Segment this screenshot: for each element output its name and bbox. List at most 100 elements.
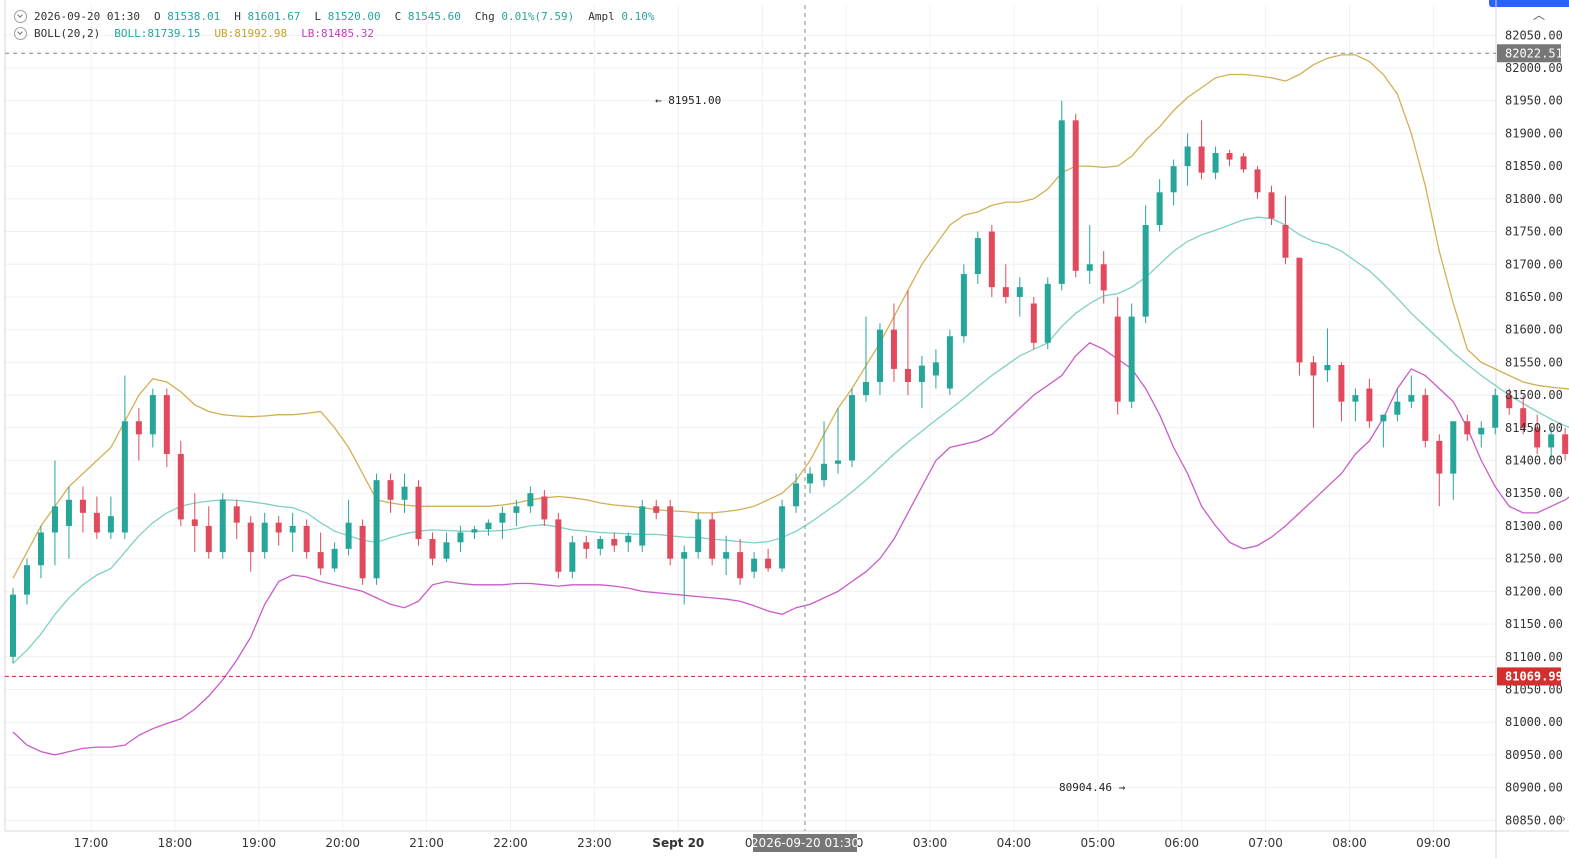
candle-body: [1114, 316, 1121, 402]
candle-body: [149, 395, 156, 435]
candle-body: [1380, 414, 1387, 422]
candle-body: [1254, 169, 1261, 193]
candle-body: [555, 519, 562, 572]
boll-lb-value: LB:81485.32: [301, 27, 375, 40]
candle-body: [219, 499, 226, 553]
price-tick-label: 81300.00: [1505, 519, 1563, 533]
time-tick-label: 20:00: [325, 836, 360, 850]
candle-body: [177, 453, 184, 520]
candle-body: [1562, 434, 1569, 454]
candle-body: [611, 539, 618, 546]
candle-body: [890, 329, 897, 369]
candle-body: [1464, 421, 1471, 435]
candle-body: [793, 483, 800, 507]
candle-body: [1310, 362, 1317, 376]
price-tick-label: 81800.00: [1505, 192, 1563, 206]
candle-body: [1226, 153, 1233, 160]
time-tick-label: 22:00: [493, 836, 528, 850]
candle-body: [1492, 395, 1499, 428]
boll-mid-value: BOLL:81739.15: [114, 27, 201, 40]
candle-body: [93, 512, 100, 533]
crosshair-price-label: 82022.51: [1505, 46, 1563, 60]
candle-body: [191, 519, 198, 526]
candle-body: [1352, 395, 1359, 402]
candle-body: [1282, 225, 1289, 258]
candle-body: [821, 463, 828, 481]
candle-body: [121, 421, 128, 533]
price-tick-label: 81400.00: [1505, 454, 1563, 468]
candle-body: [1324, 365, 1331, 371]
boll-name[interactable]: BOLL(20,2): [34, 27, 101, 40]
candle-body: [65, 499, 72, 526]
time-tick-label: 21:00: [409, 836, 444, 850]
time-tick-label: 04:00: [997, 836, 1032, 850]
candle-body: [457, 532, 464, 543]
legend-open: 81538.01: [167, 10, 221, 23]
scroll-right-icon[interactable]: ›: [1560, 812, 1567, 825]
candle-body: [79, 499, 86, 513]
candle-body: [415, 486, 422, 540]
price-tick-label: 81550.00: [1505, 355, 1563, 369]
candle-body: [107, 516, 114, 533]
price-tick-label: 81350.00: [1505, 486, 1563, 500]
crosshair-time-box: [753, 834, 857, 852]
time-tick-label: 06:00: [1164, 836, 1199, 850]
legend-change: 0.01%(7.59): [501, 10, 575, 23]
candle-body: [1170, 166, 1177, 193]
price-tick-label: 81700.00: [1505, 257, 1563, 271]
candle-body: [667, 506, 674, 559]
candle-body: [499, 512, 506, 523]
candle-body: [1198, 146, 1205, 173]
candle-body: [1422, 395, 1429, 441]
ohlc-toggle-icon[interactable]: [14, 10, 27, 23]
candle-body: [653, 506, 660, 513]
legend-amplitude: 0.10%: [621, 10, 655, 23]
candle-body: [359, 525, 366, 579]
time-tick-label: 18:00: [158, 836, 193, 850]
time-tick-label: Sept 20: [652, 836, 704, 850]
legend-h-label: H: [234, 10, 241, 23]
candle-body: [135, 421, 142, 435]
collapse-chevron-icon[interactable]: ︿: [1532, 8, 1545, 22]
price-tick-label: 81600.00: [1505, 323, 1563, 337]
candle-body: [765, 558, 772, 569]
panel-tab-indicator[interactable]: [1489, 0, 1569, 7]
candle-body: [163, 395, 170, 454]
candle-body: [960, 274, 967, 337]
time-tick-label: 17:00: [74, 836, 109, 850]
candle-body: [1086, 264, 1093, 271]
candle-body: [988, 231, 995, 288]
crosshair-price-box: [1497, 44, 1561, 63]
candle-body: [1128, 316, 1135, 402]
candle-body: [1478, 427, 1485, 435]
price-tick-label: 81000.00: [1505, 715, 1563, 729]
price-tick-label: 81250.00: [1505, 552, 1563, 566]
candle-body: [695, 519, 702, 553]
candle-body: [541, 496, 548, 520]
candle-body: [1338, 365, 1345, 402]
legend-l-label: L: [314, 10, 322, 23]
legend-close: 81545.60: [407, 10, 461, 23]
price-tick-label: 80900.00: [1505, 781, 1563, 795]
candle-body: [597, 539, 604, 549]
candle-body: [1142, 225, 1149, 317]
candle-body: [779, 506, 786, 569]
candle-body: [1520, 408, 1527, 428]
price-tick-label: 82050.00: [1505, 28, 1563, 42]
last-price-label: 81069.99: [1505, 669, 1563, 683]
last-price-box: [1497, 667, 1561, 686]
low-marker-label: 80904.46 →: [1059, 781, 1126, 794]
time-tick-label: 03:00: [913, 836, 948, 850]
legend-chg-label: Chg: [474, 10, 495, 23]
legend-o-label: O: [153, 10, 161, 23]
price-tick-label: 81100.00: [1505, 650, 1563, 664]
candle-body: [709, 519, 716, 559]
price-tick-label: 81950.00: [1505, 94, 1563, 108]
candle-body: [751, 558, 758, 572]
candle-body: [1394, 401, 1401, 415]
candle-body: [303, 525, 310, 553]
candle-body: [387, 480, 394, 500]
boll-toggle-icon[interactable]: [14, 27, 27, 40]
